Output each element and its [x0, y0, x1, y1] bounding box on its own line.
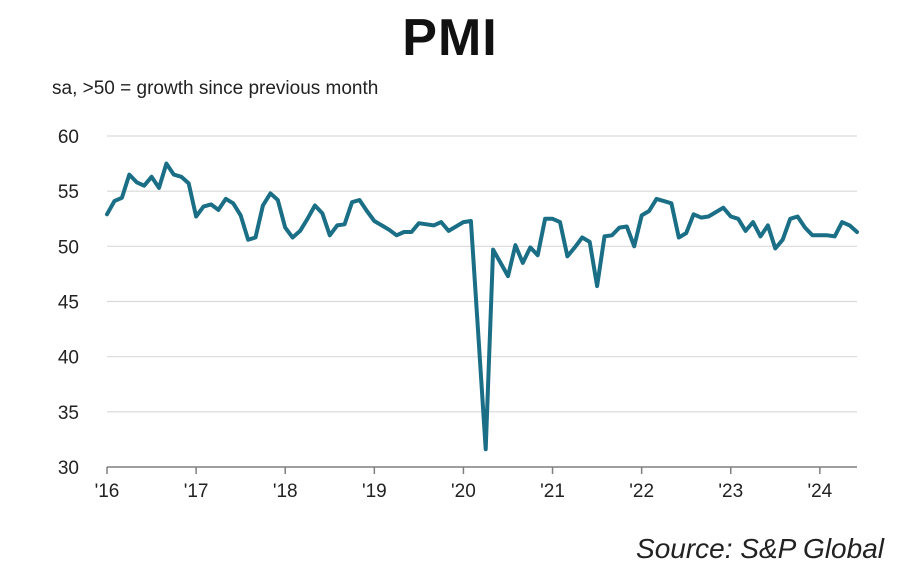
x-axis-tick-labels: '16 '17 '18 '19 '20 '21 '22 '23 '24	[95, 481, 833, 502]
x-tick-label: '19	[362, 481, 387, 502]
y-tick-label: 30	[58, 458, 79, 479]
x-tick-label: '24	[807, 481, 832, 502]
series-group	[105, 161, 859, 452]
y-tick-label: 35	[58, 403, 79, 424]
x-tick-label: '22	[629, 481, 654, 502]
source-note: Source: S&P Global	[636, 533, 884, 564]
chart-title: PMI	[402, 9, 498, 67]
y-tick-label: 45	[58, 293, 79, 314]
y-axis-tick-labels: 30 35 40 45 50 55 60	[58, 127, 79, 479]
x-axis	[106, 466, 857, 474]
y-tick-label: 60	[58, 127, 79, 148]
y-tick-label: 55	[58, 182, 79, 203]
x-tick-label: '20	[451, 481, 476, 502]
x-tick-label: '16	[95, 481, 120, 502]
chart-subtitle: sa, >50 = growth since previous month	[52, 78, 379, 99]
x-tick-label: '21	[540, 481, 565, 502]
pmi-series-line	[105, 161, 859, 452]
x-tick-label: '17	[184, 481, 209, 502]
y-tick-label: 40	[58, 348, 79, 369]
y-tick-label: 50	[58, 237, 79, 258]
x-tick-label: '23	[718, 481, 743, 502]
x-tick-label: '18	[273, 481, 298, 502]
